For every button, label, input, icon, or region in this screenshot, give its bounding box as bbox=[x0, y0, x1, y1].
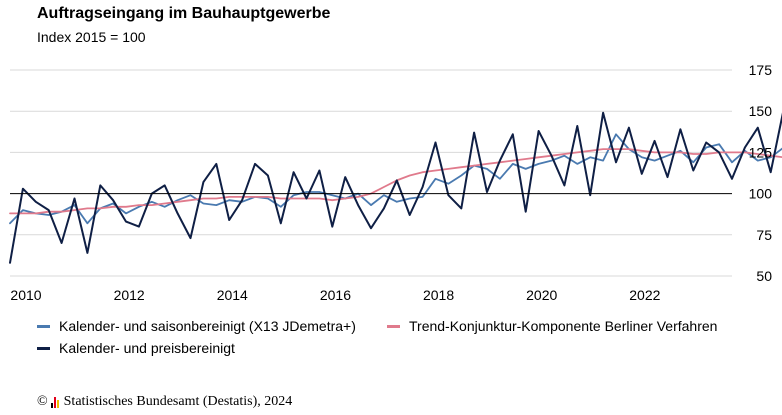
x-tick-label-2012: 2012 bbox=[114, 287, 145, 300]
source-text: Statistisches Bundesamt (Destatis), 2024 bbox=[63, 394, 293, 409]
legend-item-seasonal: Kalender- und saisonbereinigt (X13 JDeme… bbox=[37, 318, 356, 334]
axis-layer: 50 75 100 125 150 175 2010 2012 2014 2016 2018 2020… bbox=[10, 62, 772, 300]
y-tick-label-125: 125 bbox=[749, 144, 773, 160]
x-tick-label-2018: 2018 bbox=[423, 287, 454, 300]
legend-item-price: Kalender- und preisbereinigt bbox=[37, 340, 235, 356]
series-line-trend bbox=[9, 148, 782, 215]
line-chart: 50 75 100 125 150 175 2010 2012 2014 2016 2018 2020… bbox=[9, 62, 782, 300]
x-tick-label-2016: 2016 bbox=[320, 287, 351, 300]
legend-label-seasonal: Kalender- und saisonbereinigt (X13 JDeme… bbox=[59, 318, 356, 334]
x-tick-label-2022: 2022 bbox=[629, 287, 660, 300]
legend-label-trend: Trend-Konjunktur-Komponente Berliner Ver… bbox=[409, 318, 718, 334]
chart-title: Auftragseingang im Bauhauptgewerbe bbox=[37, 5, 331, 22]
x-tick-label-2010: 2010 bbox=[10, 287, 41, 300]
chart-subtitle: Index 2015 = 100 bbox=[37, 29, 146, 45]
grid-layer bbox=[10, 69, 732, 277]
destatis-logo-icon bbox=[50, 396, 60, 408]
source-credit: © Statistisches Bundesamt (Destatis), 20… bbox=[37, 394, 292, 410]
y-tick-label-75: 75 bbox=[756, 227, 772, 243]
y-tick-label-150: 150 bbox=[749, 103, 773, 119]
legend-swatch-price bbox=[37, 346, 50, 350]
copyright-symbol: © bbox=[37, 394, 48, 409]
series-line-seasonal bbox=[9, 133, 782, 225]
y-tick-label-100: 100 bbox=[749, 186, 773, 202]
x-tick-label-2014: 2014 bbox=[217, 287, 248, 300]
y-tick-label-50: 50 bbox=[756, 268, 772, 284]
x-tick-label-2020: 2020 bbox=[526, 287, 557, 300]
legend-item-trend: Trend-Konjunktur-Komponente Berliner Ver… bbox=[387, 318, 717, 334]
series-layer bbox=[9, 111, 782, 264]
legend-swatch-trend bbox=[387, 324, 400, 328]
y-tick-label-175: 175 bbox=[749, 62, 773, 78]
legend-label-price: Kalender- und preisbereinigt bbox=[59, 340, 235, 356]
legend-swatch-seasonal bbox=[37, 324, 50, 328]
series-line-price bbox=[9, 111, 782, 264]
